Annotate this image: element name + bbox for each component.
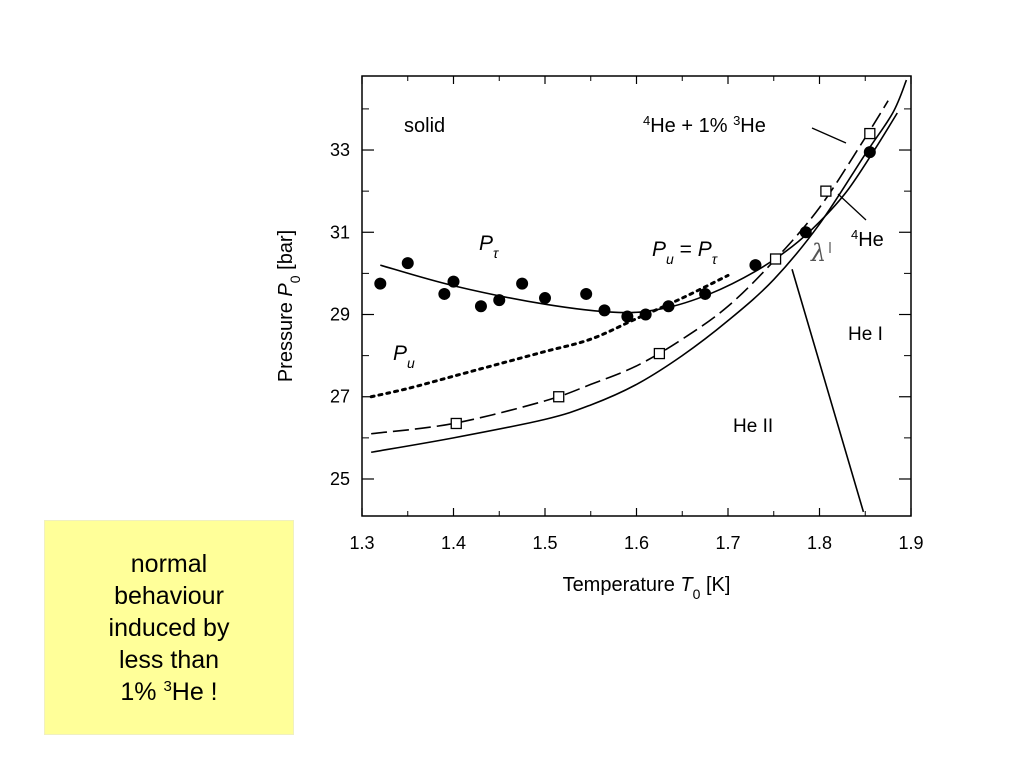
- data-point-filled: [598, 304, 611, 317]
- label-solid: solid: [404, 115, 445, 137]
- data-point-open-square: [820, 185, 832, 197]
- data-point-open-square: [450, 417, 462, 430]
- callout-text-run: normal: [130, 549, 208, 578]
- data-point-filled: [539, 292, 551, 305]
- series-line-curve-5: [371, 79, 908, 454]
- data-point-filled: [621, 310, 634, 323]
- data-point-filled: [516, 277, 529, 290]
- x-tick-label: 1.9: [898, 533, 923, 553]
- chart-marks: [361, 75, 912, 517]
- label-he4-plus-he3: 4He + 1% 3He: [643, 113, 766, 138]
- leader-line-he4: [837, 193, 867, 221]
- x-tick-label: 1.5: [532, 533, 557, 553]
- callout-line: less than: [109, 644, 230, 676]
- callout-text-run: He !: [171, 677, 218, 706]
- label-he-ii: He II: [733, 416, 773, 437]
- series-line-lambda-line-6: [791, 269, 865, 513]
- data-point-filled: [580, 287, 593, 300]
- y-tick-label: 31: [330, 222, 350, 242]
- x-tick-label: 1.7: [715, 533, 740, 553]
- data-point-filled: [374, 277, 387, 290]
- label-he-i: He I: [848, 324, 883, 345]
- series-line-curve-2: [369, 273, 730, 399]
- label-pu-equals-ptau: Pu = Pτ: [652, 238, 718, 267]
- data-point-filled: [474, 300, 487, 313]
- data-point-filled: [401, 257, 414, 270]
- data-point-open-square: [769, 253, 782, 265]
- x-tick-label: 1.3: [349, 533, 374, 553]
- series-line-fit-1: [380, 112, 898, 314]
- data-point-open-square: [653, 347, 666, 360]
- x-tick-label: 1.4: [441, 533, 466, 553]
- x-tick-label: 1.6: [624, 533, 649, 553]
- leader-line-mixture: [811, 127, 847, 144]
- x-axis-label: Temperature T0 [K]: [563, 574, 731, 602]
- label-he4: 4He: [851, 227, 884, 252]
- callout-line: normal: [109, 548, 230, 580]
- data-point-filled: [863, 146, 876, 159]
- callout-line: induced by: [109, 612, 230, 644]
- callout-text: normal behaviour induced by less than 1% 3He…: [109, 548, 230, 708]
- y-tick-label: 25: [330, 469, 350, 489]
- callout-line: 1% 3He !: [109, 676, 230, 708]
- callout-text-run: less than: [118, 645, 220, 674]
- callout-line: behaviour: [109, 580, 230, 612]
- data-point-filled: [438, 287, 451, 300]
- y-axis-label: Pressure P0 [bar]: [275, 230, 303, 382]
- callout-text-run: 1%: [120, 677, 164, 706]
- y-tick-label: 33: [330, 140, 350, 160]
- label-lambda: λ: [810, 239, 826, 267]
- label-p-tau: Pτ: [479, 232, 499, 261]
- label-p-u: Pu: [393, 342, 415, 371]
- data-point-filled: [749, 259, 762, 272]
- data-point-open-square: [553, 391, 565, 403]
- x-tick-label: 1.8: [807, 533, 832, 553]
- chart-texts: 1.3 1.4 1.5 1.6 1.7 1.8 1.9 25 27 29 31 33 Temperatu…: [275, 113, 924, 603]
- y-tick-label: 29: [330, 305, 350, 325]
- series-line-curve-3: [371, 100, 889, 435]
- callout-box: normal behaviour induced by less than 1% 3He…: [44, 520, 294, 735]
- data-point-open-square: [864, 127, 876, 140]
- callout-superscript: 3: [163, 677, 172, 695]
- callout-text-run: behaviour: [114, 581, 224, 610]
- callout-text-run: induced by: [108, 613, 230, 642]
- y-tick-label: 27: [330, 387, 350, 407]
